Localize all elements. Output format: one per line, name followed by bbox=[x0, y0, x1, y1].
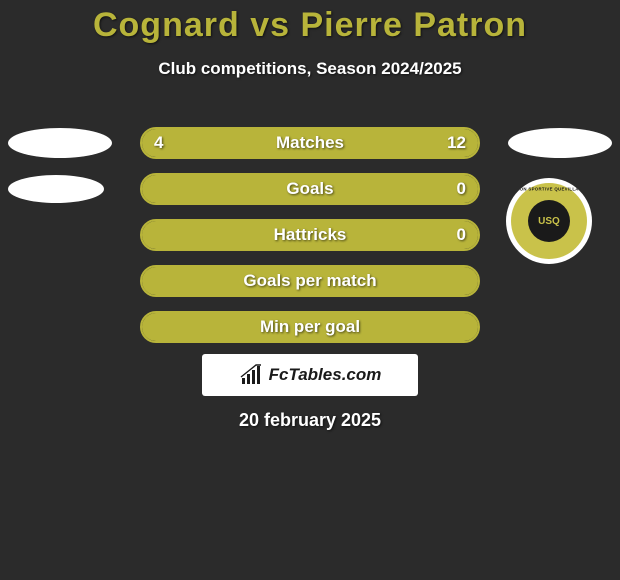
stat-pill: Goals per match bbox=[140, 265, 480, 297]
stat-value-right: 0 bbox=[457, 175, 466, 203]
stat-label: Goals bbox=[142, 175, 478, 203]
stat-row: Min per goal bbox=[0, 304, 620, 350]
comparison-infographic: Cognard vs Pierre Patron Club competitio… bbox=[0, 0, 620, 580]
stat-label: Min per goal bbox=[142, 313, 478, 341]
club-badge-text-top: UNION SPORTIVE QUEVILLAISE bbox=[511, 187, 586, 191]
club-badge-ring: USQ bbox=[511, 183, 587, 259]
brand-logo: FcTables.com bbox=[202, 354, 418, 396]
subtitle: Club competitions, Season 2024/2025 bbox=[0, 59, 620, 79]
stat-row: Goals per match bbox=[0, 258, 620, 304]
stat-value-right: 12 bbox=[447, 129, 466, 157]
stat-label: Goals per match bbox=[142, 267, 478, 295]
stat-label: Matches bbox=[142, 129, 478, 157]
club-badge: USQ UNION SPORTIVE QUEVILLAISE bbox=[506, 178, 592, 264]
stat-pill: Goals0 bbox=[140, 173, 480, 205]
player-right-oval bbox=[508, 128, 612, 158]
stat-label: Hattricks bbox=[142, 221, 478, 249]
club-badge-inner: USQ bbox=[528, 200, 570, 242]
stat-pill: Matches4 12 bbox=[140, 127, 480, 159]
brand-text: FcTables.com bbox=[269, 365, 382, 385]
stat-value-left: 4 bbox=[154, 129, 163, 157]
stat-pill: Min per goal bbox=[140, 311, 480, 343]
stat-pill: Hattricks0 bbox=[140, 219, 480, 251]
date-text: 20 february 2025 bbox=[0, 410, 620, 431]
page-title: Cognard vs Pierre Patron bbox=[0, 0, 620, 45]
stat-row: Matches4 12 bbox=[0, 120, 620, 166]
bar-chart-icon bbox=[239, 364, 265, 386]
stat-value-right: 0 bbox=[457, 221, 466, 249]
player-left-oval bbox=[8, 175, 104, 203]
player-left-oval bbox=[8, 128, 112, 158]
